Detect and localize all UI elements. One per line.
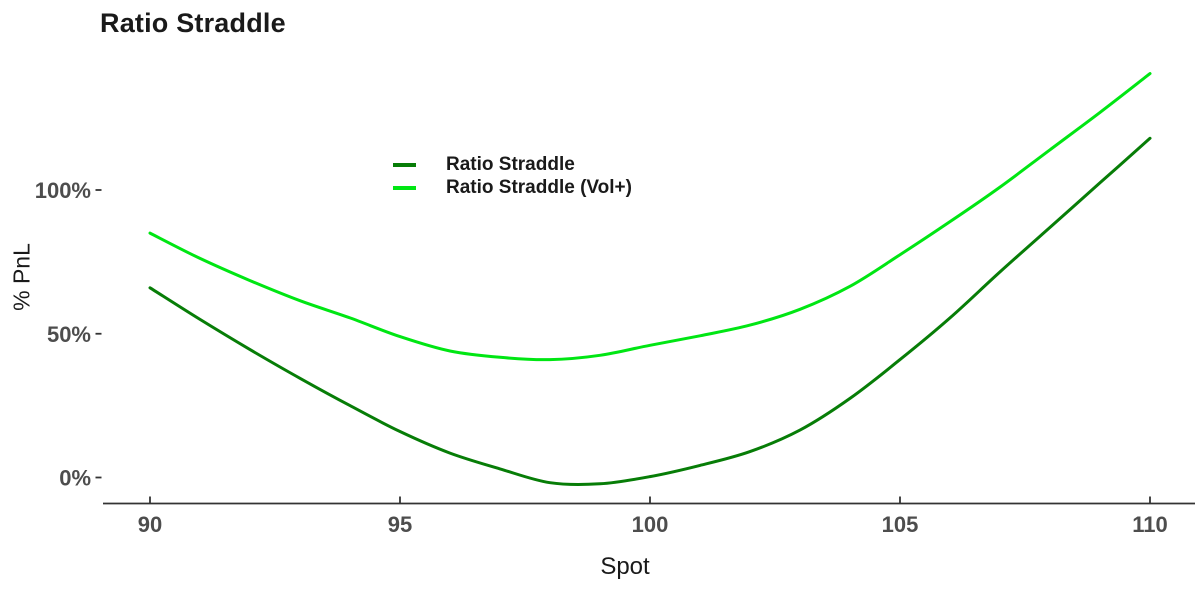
y-axis-title: % PnL — [8, 243, 35, 311]
series-line-ratio-straddle — [148, 136, 1152, 487]
x-tick-label: 105 — [882, 512, 919, 537]
y-tick-label: 50% — [47, 322, 91, 347]
legend-label: Ratio Straddle (Vol+) — [446, 177, 632, 198]
legend-line-marker-bright-green — [393, 186, 416, 190]
legend-line-marker-dark-green — [393, 163, 416, 167]
x-tick-label: 90 — [138, 512, 162, 537]
legend-label: Ratio Straddle — [446, 154, 575, 175]
series-line-ratio-straddle-vol-plus — [148, 72, 1152, 362]
legend: Ratio Straddle Ratio Straddle (Vol+) — [393, 154, 632, 198]
legend-item-ratio-straddle: Ratio Straddle — [393, 154, 632, 175]
x-tick-label: 100 — [632, 512, 669, 537]
chart-title: Ratio Straddle — [100, 8, 286, 38]
x-tick-label: 110 — [1132, 512, 1168, 537]
x-axis-title: Spot — [600, 553, 650, 580]
y-tick-label: 100% — [35, 178, 91, 203]
legend-item-ratio-straddle-vol-plus: Ratio Straddle (Vol+) — [393, 177, 632, 198]
x-tick-label: 95 — [388, 512, 412, 537]
y-tick-label: 0% — [59, 466, 91, 491]
